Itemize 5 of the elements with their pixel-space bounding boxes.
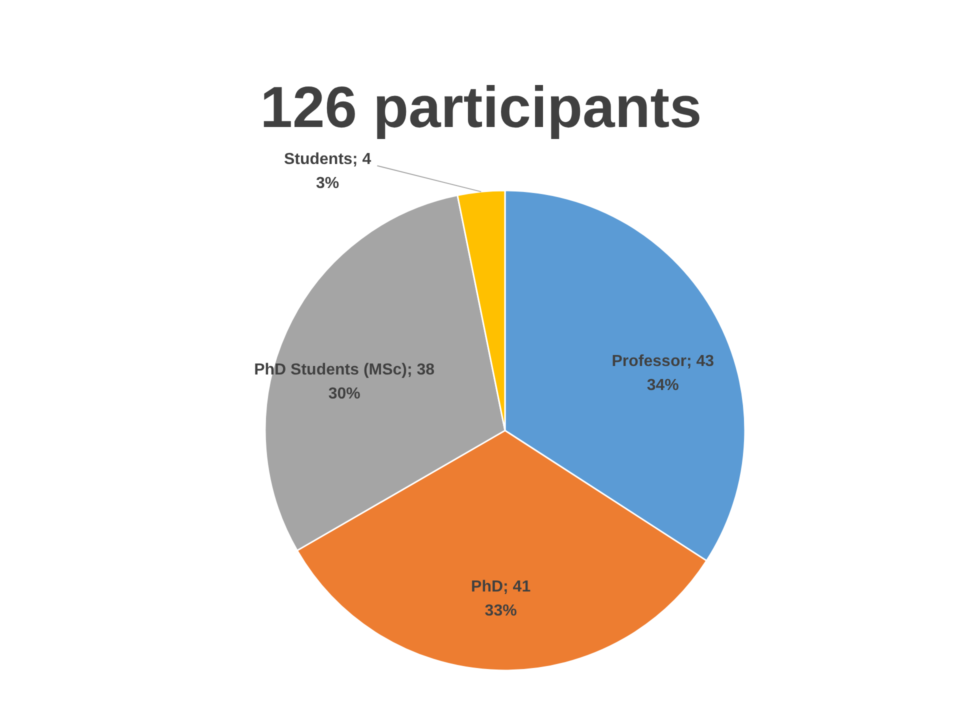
slice-label: Professor; 43 34% [612,353,714,394]
slice-label: Students; 4 3% [284,150,372,192]
chart-title: 126 participants [260,75,702,140]
slice-label: PhD; 41 33% [471,578,531,620]
slice-label: PhD Students (MSc); 38 30% [254,361,435,402]
